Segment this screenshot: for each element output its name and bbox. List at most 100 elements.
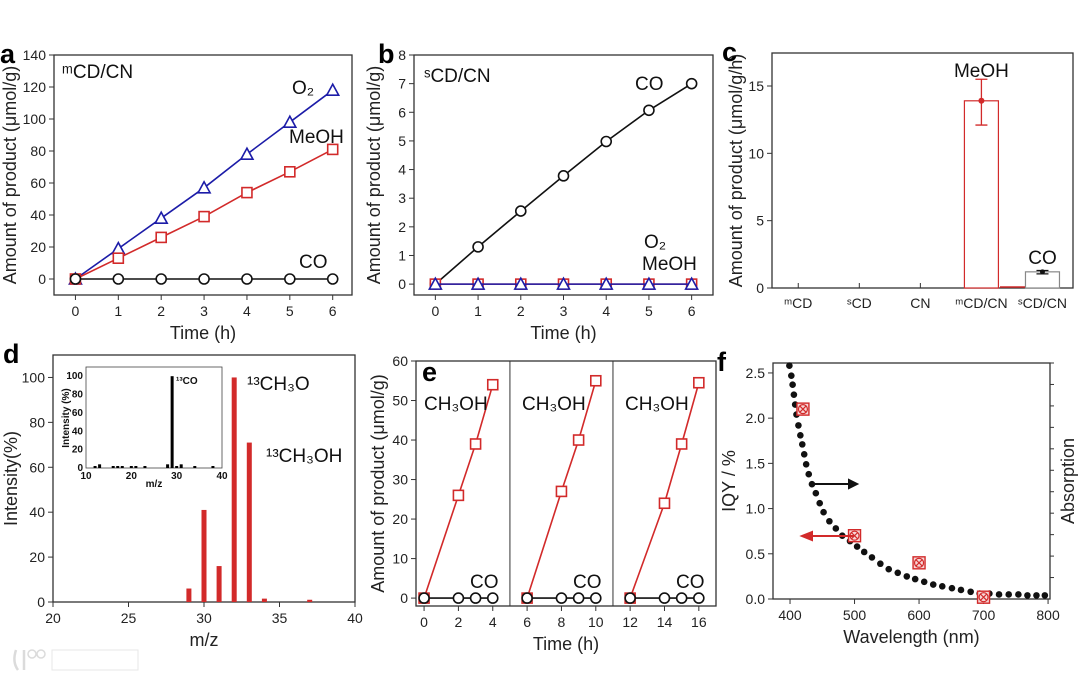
x-axis-label: Time (h) — [170, 323, 236, 343]
y-tick-label: 2 — [398, 219, 406, 235]
series-2 — [428, 276, 699, 290]
y-tick-label: 40 — [30, 207, 46, 223]
series-absorption — [786, 362, 1049, 599]
series-label-co: CO — [676, 572, 705, 593]
dot-marker — [832, 525, 840, 532]
y-tick-label: 0 — [756, 280, 764, 296]
y-tick-label: 7 — [398, 76, 406, 92]
x-tick-label: 5 — [645, 303, 653, 319]
dot-marker — [860, 548, 868, 556]
panel-label: a — [0, 39, 16, 69]
series-label-ch3oh: CH₃OH — [625, 394, 689, 415]
x-tick-label: 1 — [474, 303, 482, 319]
series-iqy — [796, 402, 991, 604]
circle-marker — [486, 592, 499, 604]
series-label-co: CO — [635, 74, 664, 95]
spectrum-bar — [231, 377, 237, 602]
series-label-co: CO — [299, 252, 328, 273]
x-tick-label: 4 — [489, 614, 497, 630]
y-tick-label: 15 — [748, 78, 764, 94]
circle-marker — [624, 592, 636, 604]
y-tick-label: 20 — [29, 549, 45, 565]
spectrum-bar — [261, 598, 267, 602]
category-label: ˢCD — [847, 295, 872, 311]
dot-marker — [1005, 591, 1013, 598]
bar-0 — [963, 100, 1000, 289]
triangle-marker — [598, 276, 614, 290]
x-tick-label: 6 — [523, 614, 531, 630]
square-marker — [486, 378, 499, 391]
x-tick-label: 6 — [329, 303, 337, 319]
y-tick-label: 2.0 — [746, 410, 766, 426]
square-marker — [198, 210, 210, 223]
circle-marker — [555, 592, 568, 604]
dot-marker — [788, 372, 795, 379]
y-axis-label: Amount of product (μmol/g/h) — [726, 54, 746, 287]
x-tick-label: 600 — [907, 607, 931, 623]
y-tick-label: 40 — [392, 432, 408, 448]
x-axis-label: Wavelength (nm) — [843, 627, 979, 647]
inset-bar — [98, 464, 102, 468]
circle-marker — [693, 592, 705, 604]
x-axis-label: Time (h) — [530, 323, 596, 343]
y-tick-label: 20 — [392, 511, 408, 527]
dot-marker — [816, 499, 824, 507]
circle-marker — [572, 592, 585, 604]
right-y-axis-label: Absorption — [1058, 438, 1078, 524]
square-marker — [589, 374, 602, 387]
dot-marker — [802, 460, 810, 468]
y-tick-label: 20 — [30, 239, 46, 255]
dot-marker — [820, 508, 827, 516]
peak-label: ¹³CH₃OH — [266, 446, 342, 467]
square-marker — [326, 143, 339, 156]
panel-title: ˢCD/CN — [424, 66, 491, 87]
triangle-marker — [641, 276, 657, 290]
panel-title: ᵐCD/CN — [62, 62, 133, 83]
square-marker — [452, 489, 465, 502]
x-tick-label: 16 — [691, 614, 707, 630]
triangle-marker — [239, 146, 255, 160]
series-line — [526, 380, 597, 599]
x-tick-label: 5 — [286, 303, 294, 319]
inset-y-tick-label: 20 — [72, 445, 84, 456]
y-tick-label: 40 — [29, 504, 45, 520]
circle-marker — [521, 592, 533, 604]
triangle-marker — [428, 276, 443, 290]
panel-d: 20 25 30 35 40020406080100m/zIntensity(%)d¹³… — [1, 339, 363, 650]
circle-marker — [658, 592, 671, 604]
x-tick-label: 10 — [588, 614, 604, 630]
dot-marker — [805, 470, 813, 478]
dot-marker — [877, 560, 884, 568]
series-label-co: CO — [1028, 248, 1057, 269]
panel-label: d — [3, 339, 20, 369]
inset-y-tick-label: 40 — [72, 426, 84, 437]
inset-bar — [120, 466, 124, 468]
spectrum-bar — [216, 566, 222, 602]
x-tick-label: 40 — [347, 610, 363, 626]
triangle-marker — [684, 276, 699, 290]
circle-marker — [643, 104, 655, 117]
square-marker — [555, 485, 568, 498]
y-tick-label: 0.5 — [746, 546, 766, 562]
square-marker — [675, 438, 688, 450]
triangle-marker — [470, 276, 486, 290]
x-tick-label: 14 — [657, 614, 673, 630]
dot-marker — [786, 362, 793, 370]
series-label-co: CO — [573, 572, 602, 593]
circle-marker — [326, 273, 339, 285]
triangle-marker — [325, 82, 341, 96]
inset-y-tick-label: 60 — [72, 408, 84, 419]
y-tick-label: 100 — [22, 369, 46, 385]
y-tick-label: 10 — [748, 145, 764, 161]
dot-marker — [967, 588, 974, 596]
x-axis-label: m/z — [190, 630, 219, 650]
dot-marker — [800, 451, 808, 458]
x-tick-label: 700 — [972, 607, 996, 623]
series-label-ch3oh: CH₃OH — [522, 394, 586, 415]
triangle-marker — [110, 240, 126, 255]
dot-marker — [929, 581, 937, 588]
x-tick-label: 25 — [121, 610, 137, 626]
mean-dot — [978, 97, 985, 104]
y-tick-label: 0.0 — [746, 591, 766, 607]
